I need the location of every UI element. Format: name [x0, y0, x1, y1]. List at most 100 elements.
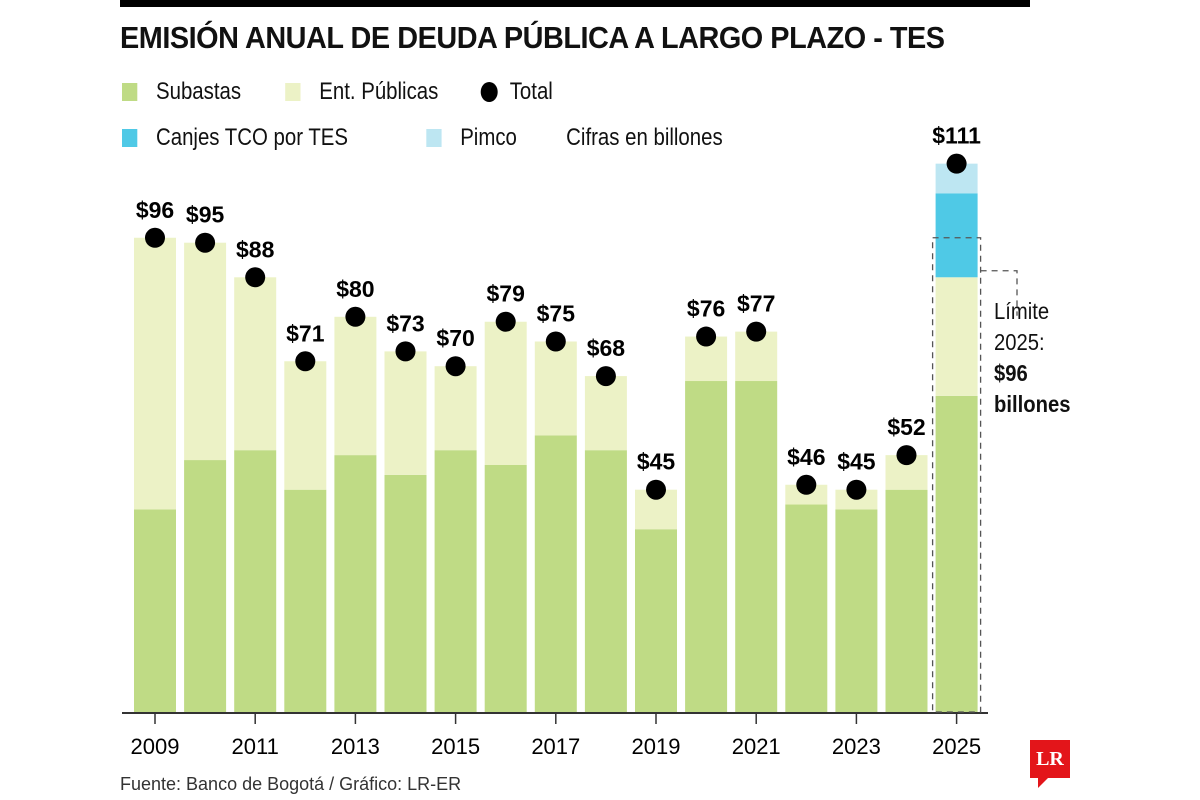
- x-tick-label-2011: 2011: [232, 734, 279, 759]
- bar-subastas-2012: [284, 489, 327, 712]
- bar-subastas-2014: [384, 474, 427, 712]
- x-tick-label-2015: 2015: [431, 734, 480, 759]
- bar-subastas-2022: [785, 504, 828, 712]
- legend-label-canjes: Canjes TCO por TES: [156, 124, 348, 151]
- legend-item-subastas: Subastas: [122, 78, 241, 106]
- bar-subastas-2011: [234, 450, 277, 712]
- bar-subastas-2015: [434, 450, 477, 712]
- legend-item-canjes: Canjes TCO por TES: [122, 124, 348, 152]
- total-label-2019: $45: [637, 449, 676, 475]
- legend-swatch-ent-publicas: [285, 83, 301, 101]
- units-note: Cifras en billones: [566, 124, 722, 152]
- total-label-2024: $52: [887, 414, 925, 440]
- total-dot-2017: [545, 331, 566, 352]
- total-dot-2023: [846, 479, 867, 500]
- total-label-2013: $80: [336, 276, 374, 302]
- legend-item-pimco: Pimco: [426, 124, 517, 152]
- x-tick-label-2013: 2013: [331, 734, 380, 759]
- total-label-2014: $73: [386, 310, 424, 336]
- limit-box-2025: [931, 237, 982, 713]
- total-label-2025: $111: [932, 123, 981, 149]
- total-label-2017: $75: [537, 301, 576, 327]
- total-dot-2022: [796, 474, 817, 495]
- total-dot-2025: [946, 153, 967, 174]
- legend-item-ent-publicas: Ent. Públicas: [285, 78, 438, 106]
- bar-ent-p-blicas-2010: [184, 242, 227, 461]
- legend-swatch-subastas: [122, 83, 138, 101]
- total-dot-2020: [696, 326, 717, 347]
- x-tick-label-2023: 2023: [832, 734, 881, 759]
- limit-line2: 2025:: [994, 329, 1045, 355]
- total-label-2022: $46: [787, 444, 825, 470]
- total-label-2016: $79: [487, 281, 525, 307]
- bar-subastas-2013: [334, 455, 377, 712]
- bar-subastas-2018: [584, 450, 627, 712]
- top-rule: [120, 0, 1030, 7]
- bar-ent-p-blicas-2018: [584, 376, 627, 451]
- bar-ent-p-blicas-2025: [935, 277, 978, 396]
- bar-ent-p-blicas-2013: [334, 316, 377, 456]
- total-dot-2016: [495, 311, 516, 332]
- total-label-2010: $95: [186, 202, 225, 228]
- x-tick-label-2021: 2021: [732, 734, 781, 759]
- legend-label-subastas: Subastas: [156, 78, 242, 105]
- legend-row-2: Canjes TCO por TES Pimco Cifras en billo…: [122, 124, 757, 152]
- limit-annotation: Límite 2025: $96 billones: [994, 296, 1070, 420]
- bar-ent-p-blicas-2015: [434, 366, 477, 451]
- total-label-2020: $76: [687, 296, 725, 322]
- total-dot-2021: [746, 321, 767, 342]
- total-dot-2014: [395, 341, 416, 362]
- total-label-2021: $77: [737, 291, 775, 317]
- bar-ent-p-blicas-2014: [384, 351, 427, 475]
- total-dot-2013: [345, 306, 366, 327]
- total-label-2023: $45: [837, 449, 876, 475]
- bar-canjes-tco-por-tes-2025: [935, 193, 978, 278]
- total-label-2009: $96: [136, 197, 174, 223]
- total-label-2011: $88: [236, 236, 275, 262]
- bar-ent-p-blicas-2017: [534, 341, 577, 436]
- x-tick-label-2017: 2017: [531, 734, 580, 759]
- bar-subastas-2009: [134, 509, 176, 712]
- total-label-2012: $71: [286, 320, 325, 346]
- bar-subastas-2021: [735, 381, 778, 712]
- bar-ent-p-blicas-2009: [134, 237, 176, 510]
- total-dot-2009: [145, 227, 165, 248]
- x-tick-label-2025: 2025: [932, 734, 981, 759]
- chart-title: EMISIÓN ANUAL DE DEUDA PÚBLICA A LARGO P…: [120, 20, 945, 55]
- total-dot-2012: [295, 351, 316, 372]
- total-dot-2010: [195, 232, 216, 253]
- total-dot-2018: [595, 366, 616, 387]
- legend-swatch-canjes: [122, 129, 138, 147]
- limit-value: $96: [994, 360, 1028, 386]
- units-note-text: Cifras en billones: [566, 124, 723, 151]
- total-label-2018: $68: [587, 335, 626, 361]
- bar-subastas-2020: [685, 381, 728, 712]
- bar-ent-p-blicas-2012: [284, 361, 327, 490]
- legend-swatch-pimco: [426, 129, 442, 147]
- bar-subastas-2016: [484, 465, 527, 712]
- bar-ent-p-blicas-2011: [234, 277, 277, 451]
- bar-subastas-2023: [835, 509, 878, 712]
- legend-dot-total: [480, 82, 498, 102]
- x-tick-label-2019: 2019: [632, 734, 681, 759]
- lr-logo: LR: [1030, 740, 1070, 788]
- total-dot-2019: [646, 479, 666, 500]
- bar-subastas-2024: [885, 489, 928, 712]
- total-dot-2011: [245, 267, 266, 288]
- bar-subastas-2019: [635, 529, 677, 712]
- bar-subastas-2017: [534, 435, 577, 712]
- bar-ent-p-blicas-2016: [484, 321, 527, 465]
- legend-label-pimco: Pimco: [460, 124, 517, 151]
- bar-subastas-2025: [935, 395, 978, 712]
- limit-connector: [980, 270, 1018, 316]
- limit-unit: billones: [994, 391, 1071, 417]
- total-dot-2024: [896, 445, 917, 466]
- limit-line1: Límite: [994, 298, 1050, 324]
- x-tick-label-2009: 2009: [131, 734, 180, 759]
- legend-row-1: Subastas Ent. Públicas Total: [122, 78, 587, 106]
- bar-subastas-2010: [184, 460, 227, 712]
- legend-item-total: Total: [480, 78, 553, 106]
- legend-label-total: Total: [509, 78, 553, 105]
- total-label-2015: $70: [436, 325, 474, 351]
